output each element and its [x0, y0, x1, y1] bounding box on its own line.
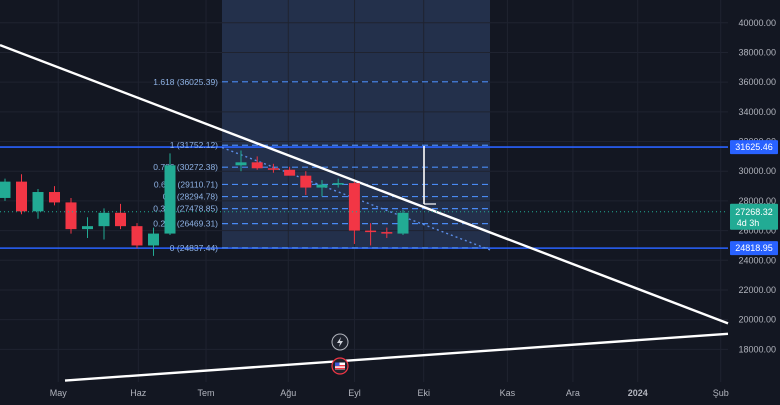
candle — [82, 217, 93, 239]
x-tick-label: May — [50, 388, 68, 398]
candle — [0, 178, 11, 201]
candle — [381, 227, 393, 239]
candle — [164, 153, 176, 236]
candle — [235, 150, 247, 172]
x-tick-label: Tem — [198, 388, 215, 398]
candle-body — [397, 212, 409, 234]
candle-body — [251, 162, 263, 169]
candle — [251, 156, 263, 170]
candle — [131, 223, 143, 249]
candle-body — [348, 183, 360, 231]
candle-body — [65, 202, 77, 230]
fib-level-label: 0.786 (30272.38) — [153, 162, 218, 172]
candle-body — [284, 169, 296, 176]
hline-price-label: 24818.95 — [735, 243, 773, 253]
candle-body — [164, 165, 176, 234]
candle-body — [300, 175, 312, 188]
candle-body — [82, 226, 93, 230]
y-tick-label: 28000.00 — [738, 196, 776, 206]
trendlines[interactable] — [0, 43, 729, 382]
candle — [65, 197, 77, 234]
candle — [148, 227, 159, 256]
x-tick-label: Ara — [566, 388, 580, 398]
candles — [0, 150, 409, 256]
candle — [332, 178, 344, 188]
x-tick-label: Eki — [417, 388, 430, 398]
y-tick-label: 30000.00 — [738, 166, 776, 176]
candle — [365, 223, 377, 246]
lightning-icon[interactable] — [331, 333, 349, 351]
y-tick-label: 18000.00 — [738, 344, 776, 354]
fib-level-label: 0.5 (28294.78) — [163, 192, 218, 202]
bar-countdown-label: 4d 3h — [737, 218, 760, 228]
fib-level-label: 1 (31752.12) — [170, 140, 218, 150]
candle — [49, 186, 60, 206]
candle-body — [0, 181, 11, 198]
candle — [284, 166, 296, 176]
candle-body — [49, 192, 60, 203]
fib-level-label: 0.236 (26469.31) — [153, 219, 218, 229]
candle-body — [32, 192, 44, 212]
up-trendline[interactable] — [64, 332, 729, 382]
candle — [397, 209, 409, 236]
us-flag-icon[interactable] — [331, 357, 349, 375]
y-tick-label: 40000.00 — [738, 18, 776, 28]
candle-body — [316, 184, 328, 188]
candle-body — [131, 226, 143, 246]
candle-body — [332, 183, 344, 185]
x-tick-label: 2024 — [628, 388, 648, 398]
candle-body — [148, 233, 159, 246]
candle-body — [365, 230, 377, 233]
x-tick-label: Eyl — [348, 388, 361, 398]
fib-retracement[interactable]: 1.618 (36025.39) 1 (31752.12) 0.786 (30272… — [153, 77, 490, 253]
y-tick-label: 22000.00 — [738, 285, 776, 295]
current-price-tag — [730, 203, 778, 230]
x-tick-label: Şub — [713, 388, 729, 398]
current-price-label: 27268.32 — [735, 207, 773, 217]
candle — [16, 174, 27, 215]
y-tick-label: 24000.00 — [738, 255, 776, 265]
candle — [348, 181, 360, 244]
candle — [300, 171, 312, 195]
candle-body — [115, 212, 126, 227]
grid — [0, 0, 728, 382]
y-tick-label: 26000.00 — [738, 226, 776, 236]
candle-body — [16, 181, 27, 212]
candle-body — [381, 232, 393, 234]
candle-body — [98, 212, 110, 227]
candle — [115, 203, 126, 230]
candle — [98, 208, 110, 240]
y-tick-label: 38000.00 — [738, 47, 776, 57]
candle — [316, 180, 328, 197]
y-tick-label: 20000.00 — [738, 315, 776, 325]
fib-level-label: 0.382 (27478.85) — [153, 204, 218, 214]
candle-body — [267, 168, 279, 170]
fib-level-label: 0.618 (29110.71) — [154, 179, 218, 189]
down-trendline[interactable] — [0, 43, 729, 325]
y-tick-label: 36000.00 — [738, 77, 776, 87]
x-tick-label: Kas — [500, 388, 516, 398]
hline-price-tag — [730, 140, 778, 155]
x-tick-label: Ağu — [280, 388, 296, 398]
hline-price-tag — [730, 241, 778, 256]
candle — [267, 163, 279, 173]
y-tick-label: 34000.00 — [738, 107, 776, 117]
fib-level-label: 1.618 (36025.39) — [153, 77, 218, 87]
fib-level-label: 0 (24837.44) — [170, 243, 218, 253]
hline-price-label: 31625.46 — [735, 142, 773, 152]
x-tick-label: Haz — [130, 388, 147, 398]
candle-body — [235, 162, 247, 166]
candle — [32, 189, 44, 219]
time-axis[interactable]: May Haz Tem Ağu Eyl Eki Kas Ara 2024 Şub — [50, 388, 729, 398]
